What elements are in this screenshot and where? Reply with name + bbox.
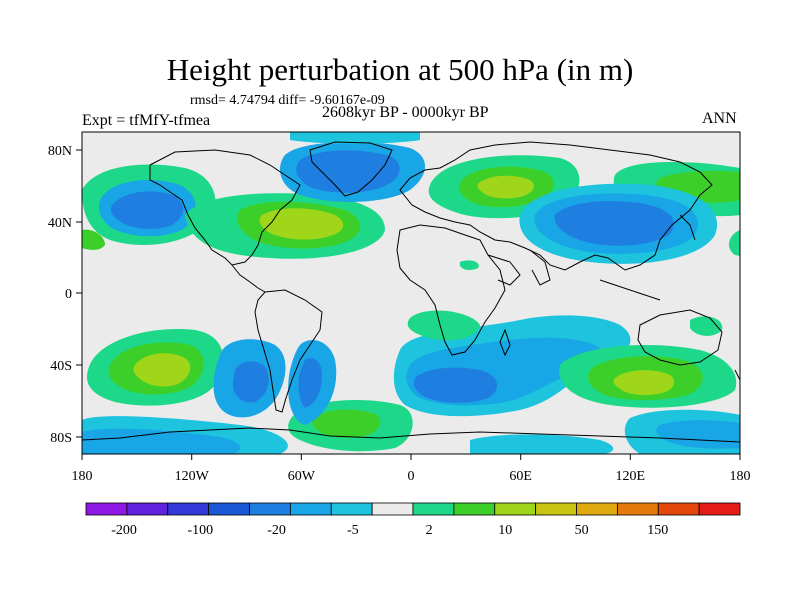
coastlines xyxy=(82,141,740,443)
indian-ocean-low xyxy=(393,315,631,417)
lat-tick-label: 80S xyxy=(50,431,72,446)
lat-tick-label: 80N xyxy=(48,144,72,159)
north-pacific-low xyxy=(82,164,216,245)
experiment-label: Expt = tfMfY-tfmea xyxy=(82,112,211,129)
colorbar-swatch xyxy=(453,502,496,516)
season-label: ANN xyxy=(702,110,737,127)
lon-tick-label: 120W xyxy=(175,469,210,484)
colorbar-label: 150 xyxy=(647,523,668,538)
south-pacific-high xyxy=(87,329,224,406)
colorbar-swatch xyxy=(657,502,700,516)
colorbar-swatch xyxy=(698,502,741,516)
colorbar-label: 10 xyxy=(498,523,512,538)
colorbar-swatch xyxy=(616,502,659,516)
map-title: Height perturbation at 500 hPa (in m) xyxy=(166,52,634,87)
colorbar-label: -20 xyxy=(267,523,286,538)
north-america-high xyxy=(185,193,385,259)
greenland-coast xyxy=(309,141,393,197)
africa-coast xyxy=(396,224,506,356)
stats-label: rmsd= 4.74794 diff= -9.60167e-09 xyxy=(190,93,385,108)
lat-tick-label: 0 xyxy=(65,287,72,302)
lat-tick-label: 40S xyxy=(50,359,72,374)
africa-spot xyxy=(459,260,479,270)
asia-pacific-low xyxy=(519,183,718,264)
colorbar-swatch xyxy=(330,502,373,516)
colorbar-label: -5 xyxy=(347,523,359,538)
colorbar-swatch xyxy=(494,502,537,516)
colorbar-swatch xyxy=(126,502,169,516)
east-edge-spot xyxy=(728,230,740,256)
australia-spot xyxy=(690,316,723,336)
colorbar-swatch xyxy=(576,502,618,516)
lon-tick-labels: 180 120W 60W 0 60E 120E 180 xyxy=(72,469,751,484)
period-label: 2608kyr BP - 0000kyr BP xyxy=(322,104,489,121)
colorbar-swatch xyxy=(412,502,455,516)
lon-tick-label: 0 xyxy=(408,469,415,484)
lon-tick-label: 120E xyxy=(616,469,646,484)
colorbar-label: -100 xyxy=(187,523,213,538)
colorbar-swatch xyxy=(208,502,250,516)
lon-tick-label: 60W xyxy=(288,469,316,484)
colorbar xyxy=(85,502,741,516)
lat-tick-labels: 80N 40N 0 40S 80S xyxy=(48,144,72,446)
colorbar-swatch xyxy=(249,502,291,516)
lon-tick-label: 180 xyxy=(72,469,93,484)
south-atlantic-low xyxy=(288,340,337,425)
southern-ocean-high xyxy=(559,345,737,408)
colorbar-swatch xyxy=(289,502,332,516)
pacific-edge-spot xyxy=(82,229,105,250)
tick-marks xyxy=(76,149,741,460)
south-africa-spot xyxy=(407,310,480,341)
south-america-coast xyxy=(254,289,323,413)
colorbar-swatch xyxy=(85,502,128,516)
contour-field xyxy=(82,132,740,454)
lat-tick-label: 40N xyxy=(48,216,72,231)
lon-tick-label: 180 xyxy=(730,469,751,484)
antarctica-coast xyxy=(82,427,740,443)
south-pacific-low xyxy=(213,339,286,418)
north-america-coast xyxy=(149,149,301,266)
australia-coast xyxy=(637,309,723,366)
colorbar-label: 2 xyxy=(426,523,433,538)
colorbar-swatch xyxy=(167,502,210,516)
colorbar-label: -200 xyxy=(111,523,137,538)
antarctic-lows xyxy=(82,409,740,454)
colorbar-labels: -200 -100 -20 -5 2 10 50 150 xyxy=(111,523,668,538)
colorbar-label: 50 xyxy=(575,523,589,538)
eurasia-coast xyxy=(399,141,713,271)
lon-tick-label: 60E xyxy=(509,469,532,484)
colorbar-swatch xyxy=(371,502,414,516)
colorbar-swatch xyxy=(535,502,577,516)
